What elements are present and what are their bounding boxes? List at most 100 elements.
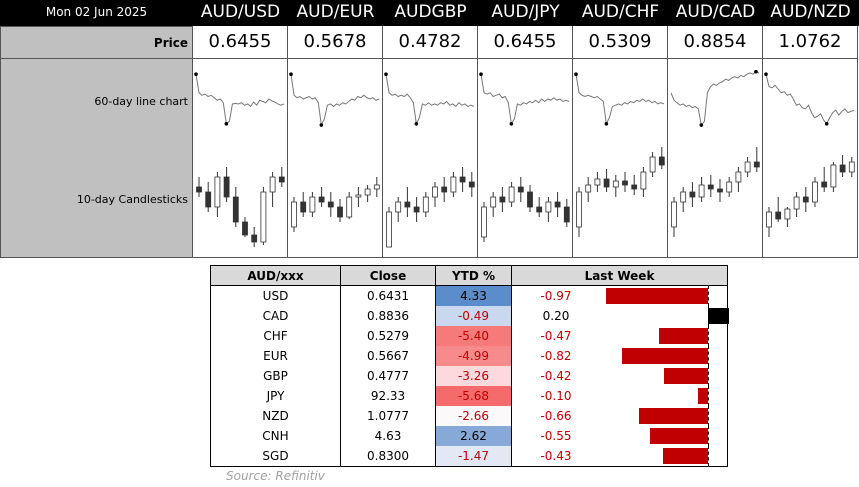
candle: [214, 172, 221, 217]
ytd-value: 4.33: [435, 285, 512, 306]
pair-header: AUD/JPY: [491, 2, 560, 22]
last-week-cell: -0.66: [511, 406, 728, 426]
ytd-value: -5.40: [435, 326, 512, 346]
candle: [499, 187, 506, 212]
sparkline-60d: [384, 72, 475, 126]
candle: [490, 192, 497, 217]
extreme-point-marker: [754, 69, 758, 74]
last-week-value: -0.82: [540, 349, 572, 363]
zero-axis-line: [708, 286, 709, 306]
candle: [432, 182, 438, 207]
candle: [422, 192, 429, 217]
candle: [594, 172, 601, 192]
pair-header: AUD/USD: [200, 2, 281, 22]
candle: [766, 207, 772, 237]
zero-axis-line: [708, 386, 709, 406]
candle: [753, 147, 760, 172]
candle: [318, 187, 325, 207]
price-value: 0.4782: [383, 26, 478, 59]
candle: [775, 197, 782, 222]
sparkline-path: [195, 74, 285, 125]
ytd-value: -4.99: [435, 346, 512, 366]
extreme-point-marker: [824, 122, 829, 126]
candle: [260, 187, 267, 245]
aud-cross-table: AUD/xxx Close YTD % Last Week USD 0.6431…: [210, 265, 729, 467]
candle: [563, 199, 570, 227]
header-bar: Mon 02 Jun 2025 AUD/USD AUD/EUR AUDGBP AUD/…: [0, 0, 859, 26]
candle: [640, 167, 647, 197]
last-week-bar: [621, 348, 708, 364]
candle: [802, 187, 809, 212]
last-week-cell: -0.82: [511, 346, 728, 366]
candle: [698, 177, 705, 202]
currency-code: CNH: [210, 426, 341, 446]
sparkline-path: [670, 71, 760, 127]
currency-code: SGD: [210, 446, 341, 467]
candle: [812, 177, 818, 207]
candle: [726, 177, 733, 197]
last-week-cell: 0.20: [511, 306, 729, 326]
candle: [291, 197, 297, 232]
last-week-bar: [662, 448, 708, 464]
last-week-value: -0.42: [540, 369, 572, 383]
zero-axis-line: [708, 346, 709, 366]
close-value: 0.5279: [340, 326, 436, 346]
candle: [536, 197, 543, 217]
currency-code: GBP: [210, 366, 341, 386]
candle: [346, 192, 353, 219]
candle: [327, 192, 334, 217]
candle: [707, 175, 714, 197]
ytd-value: 2.62: [435, 426, 512, 446]
last-week-bar: [697, 388, 708, 404]
sparkline-60d: [289, 72, 380, 127]
currency-code: EUR: [210, 346, 341, 366]
candle: [300, 192, 307, 217]
ytd-value: -5.68: [435, 386, 512, 406]
last-week-bar: [663, 368, 708, 384]
extreme-point-marker: [384, 72, 388, 76]
candle: [649, 152, 656, 177]
candle: [450, 172, 457, 197]
table-row: USD 0.6431 4.33 -0.97: [210, 285, 728, 306]
extreme-point-marker: [289, 72, 293, 76]
sparkline-path: [765, 74, 855, 125]
last-week-cell: -0.42: [511, 366, 728, 386]
candle: [793, 192, 800, 217]
close-value: 0.6431: [340, 285, 436, 306]
chart-cell: [478, 58, 573, 258]
ytd-value: -1.47: [435, 446, 512, 467]
last-week-value: -0.47: [540, 329, 572, 343]
last-week-bar: [638, 408, 708, 424]
sparkline-60d: [479, 72, 570, 126]
table-row: GBP 0.4777 -3.26 -0.42: [210, 366, 728, 386]
candle: [309, 192, 316, 217]
last-week-value: -0.97: [540, 289, 572, 303]
candlestick-chart-10d: [481, 177, 570, 242]
chart-cell: [573, 58, 668, 258]
candle: [744, 157, 751, 177]
candle: [269, 172, 276, 207]
zero-axis-line: [708, 366, 709, 386]
zero-axis-line: [708, 446, 709, 466]
last-week-cell: -0.47: [511, 326, 728, 346]
extreme-point-marker: [604, 122, 609, 126]
candle: [680, 187, 687, 212]
sparkline-60d: [764, 72, 855, 126]
currency-code: NZD: [210, 406, 341, 426]
candle: [404, 187, 411, 217]
price-value: 0.6455: [193, 26, 288, 59]
close-value: 0.8300: [340, 446, 436, 467]
price-value: 0.5678: [288, 26, 383, 59]
candle: [735, 167, 742, 192]
table-row: EUR 0.5667 -4.99 -0.82: [210, 346, 728, 366]
close-value: 0.4777: [340, 366, 436, 386]
candle: [364, 185, 371, 202]
last-week-value: -0.66: [540, 409, 572, 423]
candle: [821, 167, 828, 192]
candlestick-chart-10d: [766, 155, 855, 237]
close-value: 0.8836: [340, 306, 436, 326]
pair-header: AUD/NZD: [770, 2, 851, 22]
ytd-value: -3.26: [435, 366, 512, 386]
candle: [468, 172, 475, 197]
candle: [242, 217, 248, 237]
